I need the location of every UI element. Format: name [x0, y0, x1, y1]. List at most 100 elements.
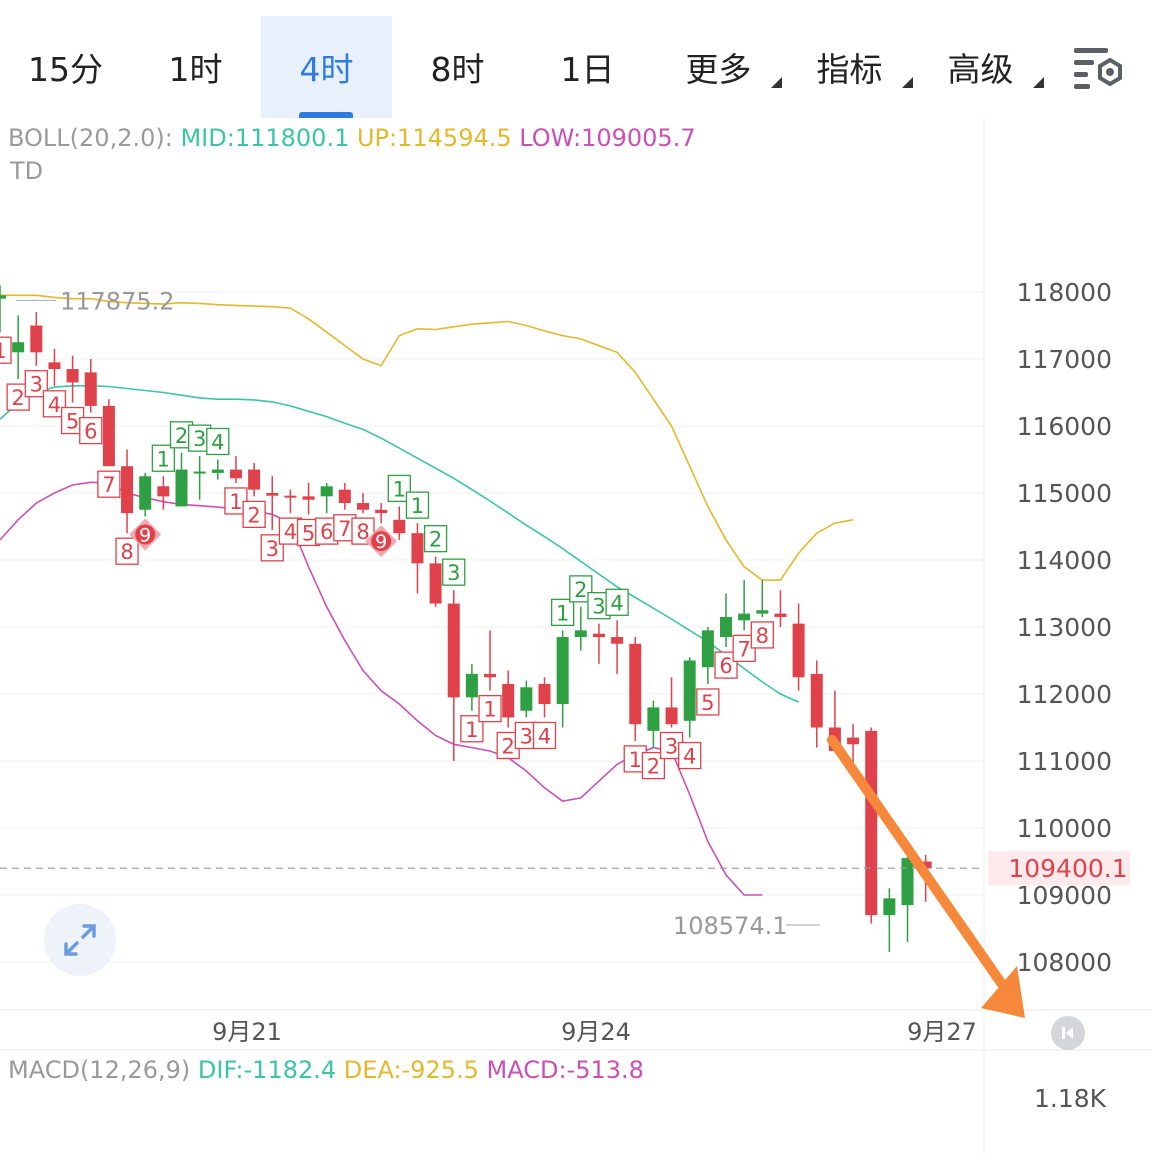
timeframe-tab-bar: 15分 1时 4时 8时 1日 更多 指标 高级 [0, 0, 1152, 118]
macd-axis-label: 1.18K [1034, 1084, 1107, 1113]
td-count-label: 1 [411, 494, 424, 518]
candle-body [211, 469, 224, 473]
expand-chart-button[interactable] [44, 904, 116, 976]
td-count-box [405, 491, 430, 519]
candle-body [393, 519, 406, 534]
boll-name: BOLL(20,2.0): [8, 124, 173, 152]
td-count-box [242, 500, 266, 529]
td-count-label: 3 [193, 427, 206, 451]
td-label: TD [10, 157, 44, 185]
last-price-label: 109400.1 [1008, 854, 1127, 883]
candle-body [248, 469, 261, 490]
last-price-badge [988, 851, 1130, 886]
td-count-box [442, 558, 466, 586]
y-tick-label: 117000 [1017, 345, 1112, 374]
tab-4[interactable]: 8时 [392, 16, 523, 118]
dropdown-triangle-icon [902, 77, 913, 88]
boll-up: UP:114594.5 [356, 124, 512, 152]
tab-7[interactable]: 指标 [784, 16, 915, 118]
td-count-label: 7 [338, 517, 351, 541]
candle-body [792, 623, 805, 678]
td-count-label: 4 [538, 724, 551, 748]
td-count-label: 5 [66, 410, 79, 434]
candle-body [720, 616, 732, 638]
candle-body [774, 613, 787, 617]
td-count-label: 4 [48, 393, 61, 417]
candle-body [357, 503, 369, 510]
candle-body [556, 637, 569, 705]
macd-legend: MACD(12,26,9) DIF:-1182.4 DEA:-925.5 MAC… [8, 1056, 644, 1084]
y-tick-label: 112000 [1017, 680, 1112, 709]
candle-body [229, 469, 242, 479]
td-count-label: 3 [665, 735, 678, 759]
td-count-label: 6 [84, 420, 97, 444]
tab-3[interactable]: 4时 [261, 16, 392, 118]
td-count-label: 3 [447, 561, 460, 585]
candle-body [102, 405, 115, 467]
td-count-label: 3 [266, 537, 279, 561]
td-count-box [79, 416, 103, 445]
td-count-box [696, 688, 720, 716]
td-count-label: 1 [393, 477, 406, 501]
tab-2[interactable]: 1时 [130, 16, 261, 118]
y-tick-label: 108000 [1017, 948, 1112, 977]
candle-body [701, 630, 714, 668]
y-tick-label: 109000 [1017, 881, 1112, 910]
td-count-box [115, 537, 139, 565]
td-count-label: 7 [102, 473, 115, 497]
x-tick-label: 9月24 [561, 1018, 631, 1046]
candle-body [883, 898, 896, 916]
candle-body [175, 469, 188, 507]
td-count-label: 8 [120, 540, 133, 564]
td-count-label: 6 [719, 654, 732, 678]
candle-body [756, 610, 769, 614]
td-count-label: 4 [610, 591, 623, 615]
candle-body [157, 486, 170, 497]
price-chart[interactable]: 118000 117000 116000 115000 114000 113000 1120… [0, 118, 1152, 1154]
td-count-label: 1 [157, 447, 170, 471]
td-count-label: 4 [683, 745, 696, 769]
tab-label: 高级 [947, 50, 1014, 89]
y-tick-label: 114000 [1017, 546, 1112, 575]
td-count-box [532, 721, 557, 750]
candle-body [574, 630, 587, 638]
td-count-label: 2 [11, 386, 24, 410]
td-count-label: 2 [429, 528, 442, 552]
candle-body [284, 495, 297, 498]
td-count-box [387, 474, 411, 503]
td-count-box [260, 534, 284, 562]
annotation-arrow-shaft [827, 735, 1018, 1005]
td-count-label: 3 [30, 373, 43, 397]
td-count-box [351, 517, 375, 545]
macd-dea: DEA:-925.5 [343, 1056, 479, 1084]
tab-5[interactable]: 1日 [522, 16, 653, 118]
tab-8[interactable]: 高级 [915, 16, 1046, 118]
tab-label: 8时 [430, 50, 485, 89]
tab-1[interactable]: 15分 [0, 16, 131, 118]
td-count-box [460, 715, 484, 743]
chart-settings-icon[interactable] [1066, 40, 1126, 96]
y-tick-label: 118000 [1017, 278, 1112, 307]
tab-6[interactable]: 更多 [653, 16, 784, 118]
candle-body [266, 493, 279, 496]
candle-body [66, 369, 79, 383]
boll-mid-line [0, 384, 799, 703]
td-count-label: 1 [465, 718, 478, 742]
candle-body [919, 861, 932, 869]
candle-body [411, 533, 424, 564]
candle-body [738, 613, 751, 621]
td-count-label: 1 [0, 339, 7, 363]
candle-body [429, 563, 442, 604]
td-count-box [206, 427, 230, 456]
candle-body [30, 325, 43, 353]
scroll-to-latest-button[interactable] [1051, 1016, 1085, 1050]
tab-label: 4时 [299, 50, 354, 89]
td-count-box [97, 470, 121, 498]
dropdown-triangle-icon [771, 77, 782, 88]
candle-body [611, 637, 624, 644]
candle-body [647, 707, 660, 731]
td-count-box [569, 575, 593, 603]
candle-body [520, 687, 533, 711]
high-marker-label: 117875.2 [60, 287, 175, 315]
y-tick-label: 111000 [1017, 747, 1112, 776]
